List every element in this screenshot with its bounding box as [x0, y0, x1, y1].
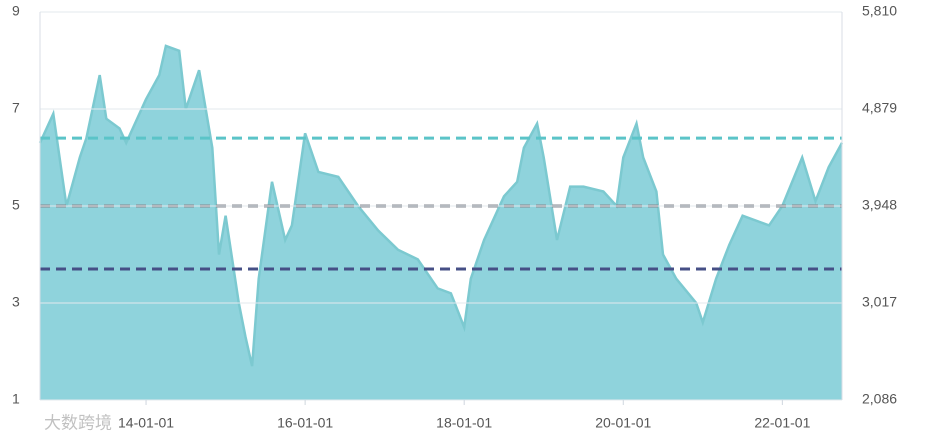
- y2-tick-label: 3,948: [862, 197, 897, 213]
- y2-tick-label: 4,879: [862, 100, 897, 116]
- y-tick-label: 1: [12, 391, 20, 407]
- y-tick-label: 5: [12, 197, 20, 213]
- y2-tick-label: 5,810: [862, 3, 897, 19]
- x-tick-label: 20-01-01: [595, 415, 651, 431]
- y2-tick-label: 2,086: [862, 391, 897, 407]
- x-tick-label: 14-01-01: [118, 415, 174, 431]
- x-tick-label: 16-01-01: [277, 415, 333, 431]
- y-tick-label: 3: [12, 294, 20, 310]
- x-tick-label: 18-01-01: [436, 415, 492, 431]
- watermark: 大数跨境: [44, 413, 112, 432]
- x-tick-label: 22-01-01: [754, 415, 810, 431]
- y2-tick-label: 3,017: [862, 294, 897, 310]
- y-tick-label: 9: [12, 3, 20, 19]
- area: [40, 45, 842, 401]
- y-tick-label: 7: [12, 100, 20, 116]
- area-line: [38, 44, 844, 367]
